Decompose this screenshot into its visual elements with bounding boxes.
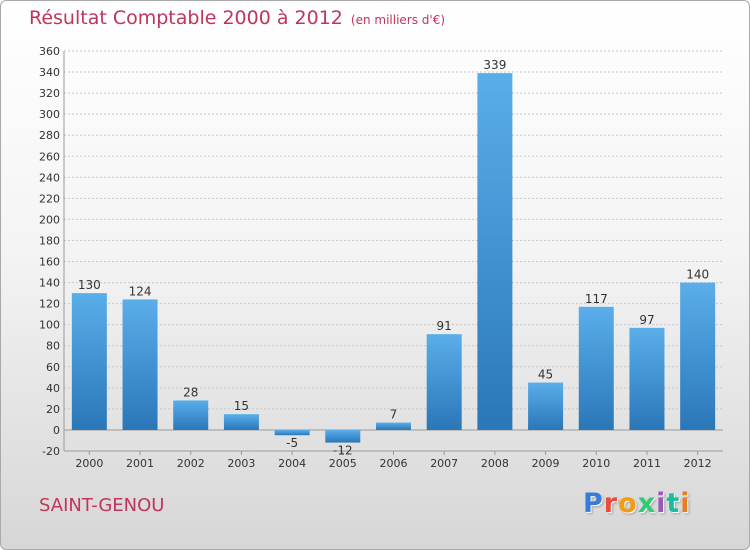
bar-2007 (426, 334, 462, 430)
y-tick-label: 100 (39, 319, 60, 332)
town-name: SAINT-GENOU (39, 495, 165, 516)
chart-title-text: Résultat Comptable 2000 à 2012 (29, 7, 343, 29)
logo-letter: r (603, 488, 619, 519)
logo-letter: x (637, 488, 657, 519)
value-label: 124 (129, 284, 152, 298)
grid-lines (64, 50, 723, 452)
y-tick-label: 0 (53, 424, 60, 437)
x-tick-label: 2003 (227, 457, 255, 470)
y-tick-label: 360 (39, 45, 60, 58)
value-label: 97 (639, 313, 654, 327)
value-label: 7 (390, 408, 398, 422)
y-tick-label: 80 (46, 340, 60, 353)
y-tick-label: 120 (39, 298, 60, 311)
y-tick-label: 340 (39, 66, 60, 79)
axes (63, 51, 723, 455)
chart-title: Résultat Comptable 2000 à 2012 (en millie… (29, 7, 445, 29)
logo-letter: i (656, 488, 667, 519)
y-tick-label: 200 (39, 213, 60, 226)
bar-2001 (122, 299, 158, 430)
x-tick-label: 2009 (532, 457, 560, 470)
bar-2011 (629, 327, 665, 430)
bar-2009 (528, 382, 564, 430)
bar-2012 (680, 282, 716, 430)
value-label: 91 (437, 319, 452, 333)
y-tick-label: 160 (39, 256, 60, 269)
y-tick-label: 220 (39, 192, 60, 205)
proxiti-logo[interactable]: Proxiti (583, 488, 691, 519)
bar-2010 (578, 306, 614, 430)
bars (71, 73, 716, 443)
value-label: 130 (78, 278, 101, 292)
labels: -20 0 20 40 60 80 100 120 140 160 180 200 220 240 260 2… (39, 45, 712, 470)
y-tick-label: 280 (39, 129, 60, 142)
logo-letter: o (618, 488, 638, 519)
x-tick-label: 2008 (481, 457, 509, 470)
x-tick-label: 2002 (177, 457, 205, 470)
value-label: -12 (333, 444, 353, 458)
value-label: -5 (286, 436, 298, 450)
y-tick-label: 40 (46, 382, 60, 395)
y-tick-label: 260 (39, 150, 60, 163)
bar-2000 (71, 293, 107, 430)
x-tick-label: 2001 (126, 457, 154, 470)
x-tick-label: 2006 (380, 457, 408, 470)
x-tick-label: 2012 (684, 457, 712, 470)
x-tick-label: 2011 (633, 457, 661, 470)
chart-subtitle: (en milliers d'€) (350, 13, 446, 27)
y-tick-label: 20 (46, 403, 60, 416)
logo-letter: i (680, 488, 691, 519)
x-tick-label: 2010 (582, 457, 610, 470)
y-tick-label: 320 (39, 87, 60, 100)
x-tick-label: 2007 (430, 457, 458, 470)
y-tick-label: 60 (46, 361, 60, 374)
y-tick-label: 140 (39, 277, 60, 290)
logo-letter: P (583, 488, 604, 519)
y-tick-label: 300 (39, 108, 60, 121)
y-tick-label: -20 (42, 445, 60, 458)
bar-2003 (223, 414, 259, 430)
bar-2006 (376, 422, 411, 430)
bar-2008 (477, 73, 513, 430)
x-tick-label: 2005 (329, 457, 357, 470)
value-label: 140 (686, 268, 709, 282)
logo-letter: t (666, 488, 681, 519)
y-tick-label: 180 (39, 234, 60, 247)
x-tick-label: 2004 (278, 457, 306, 470)
value-label: 45 (538, 368, 553, 382)
x-tick-label: 2000 (75, 457, 103, 470)
bar-2002 (173, 400, 209, 430)
value-label: 339 (483, 58, 506, 72)
bar-2004 (274, 429, 310, 436)
value-label: 28 (183, 385, 198, 399)
y-tick-label: 240 (39, 171, 60, 184)
value-label: 117 (585, 292, 608, 306)
value-label: 15 (234, 399, 249, 413)
bar-2005 (325, 429, 361, 443)
